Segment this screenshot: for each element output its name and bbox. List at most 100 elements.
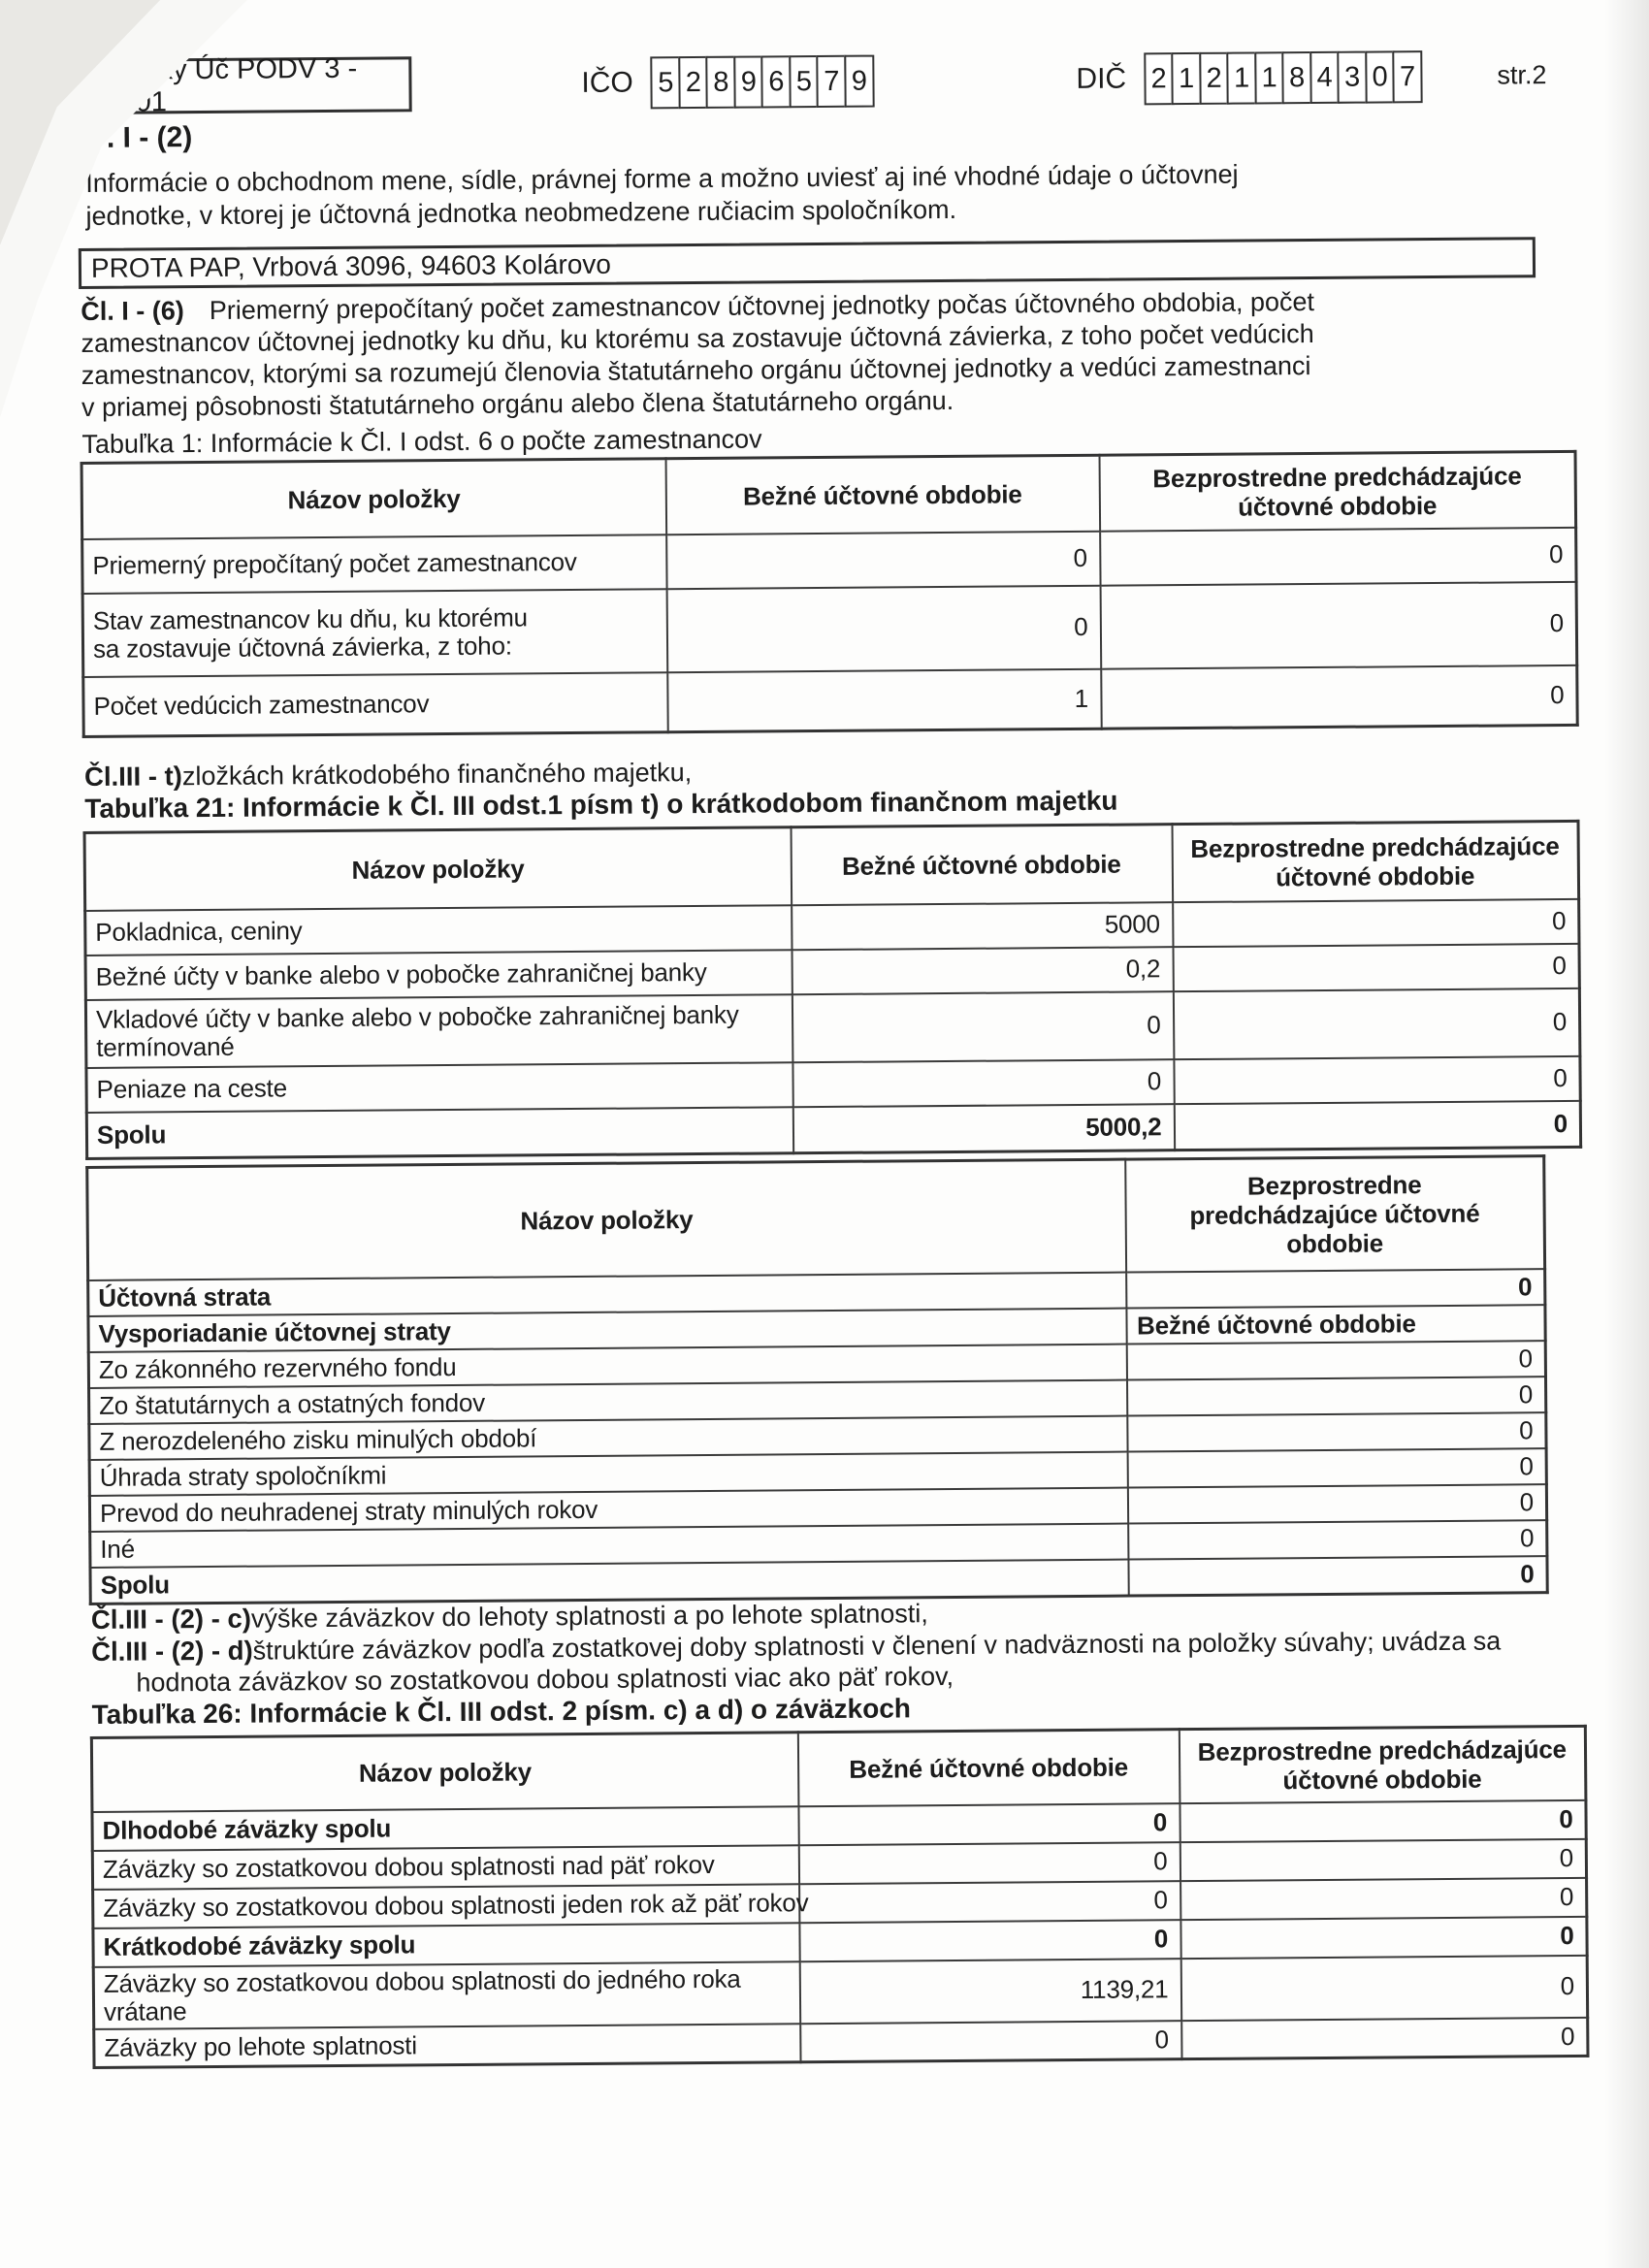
cl3-2c-rest: výške záväzkov do lehoty splatnosti a po…	[250, 1599, 928, 1634]
ico-digit-cell: 2	[678, 55, 709, 110]
column-header-name: Názov položky	[84, 826, 792, 911]
ico-digit-cell: 9	[733, 55, 764, 109]
dic-digit-cell: 7	[1392, 50, 1423, 104]
current-period-value: 1	[666, 668, 1102, 732]
column-header-name: Názov položky	[86, 1159, 1126, 1280]
dic-digit-cell: 1	[1171, 51, 1202, 106]
cl3-2d-bold: Čl.III - (2) - d)	[91, 1635, 253, 1667]
previous-period-value: 0	[1100, 664, 1578, 729]
current-period-value: 0	[799, 2020, 1182, 2062]
dic-digit-cells: 2 1 2 1 1 8 4 3 0 7	[1143, 50, 1423, 106]
current-period-value: 0	[665, 531, 1101, 589]
short-term-financial-assets-table: Názov položky Bežné účtovné obdobie Bezp…	[82, 819, 1583, 1160]
employees-table: Názov položky Bežné účtovné obdobie Bezp…	[80, 449, 1579, 738]
cl3-t-rest: zložkách krátkodobého finančného majetku…	[181, 758, 693, 792]
current-period-value: 0	[798, 1880, 1180, 1923]
company-name-box: PROTA PAP, Vrbová 3096, 94603 Kolárovo	[78, 237, 1536, 290]
previous-period-value: 0	[1179, 1799, 1587, 1842]
column-header-current: Bežné účtovné obdobie	[665, 455, 1100, 535]
dic-digit-cell: 3	[1337, 50, 1368, 104]
paragraph-cl1-6: Čl. I - (6) Priemerný prepočítaný počet z…	[81, 284, 1561, 424]
dic-label: DIČ	[1076, 62, 1127, 95]
row-label: Peniaze na ceste	[85, 1061, 793, 1113]
table-row: Počet vedúcich zamestnancov 1 0	[82, 664, 1578, 737]
table-header-row: Názov položky Bežné účtovné obdobie Bezp…	[81, 451, 1576, 539]
table-row: Záväzky so zostatkovou dobou splatnosti …	[93, 1955, 1588, 2029]
ico-digit-cell: 7	[816, 54, 848, 109]
ico-digit-cell: 9	[844, 54, 875, 108]
current-period-value: 0	[1126, 1376, 1546, 1416]
row-label: Priemerný prepočítaný počet zamestnancov	[81, 534, 667, 594]
liabilities-table: Názov položky Bežné účtovné obdobie Bezp…	[89, 1724, 1590, 2069]
dic-digit-cell: 2	[1143, 52, 1175, 106]
table-header-row: Názov položky Bezprostredne predchádzajú…	[86, 1155, 1545, 1280]
column-header-name: Názov položky	[81, 458, 666, 539]
previous-period-value: 0	[1099, 527, 1577, 586]
dic-digit-cell: 2	[1198, 51, 1230, 105]
row-label: Vkladové účty v banke alebo v pobočke za…	[85, 993, 792, 1068]
row-label: Záväzky so zostatkovou dobou splatnosti …	[92, 1883, 809, 1928]
table-row: Stav zamestnancov ku dňu, ku ktorému sa …	[82, 581, 1577, 677]
page-number: str.2	[1497, 60, 1547, 90]
table-header-row: Názov položky Bežné účtovné obdobie Bezp…	[84, 821, 1579, 911]
current-period-value: 0	[1126, 1411, 1547, 1452]
ico-digit-cell: 5	[650, 56, 682, 110]
current-period-value: 0	[798, 1841, 1180, 1884]
current-period-value: 0,2	[792, 946, 1174, 994]
current-period-value: 5000,2	[792, 1103, 1175, 1153]
previous-period-value: 0	[1174, 1100, 1581, 1150]
dic-digit-cell: 4	[1309, 50, 1341, 105]
row-label: Záväzky so zostatkovou dobou splatnosti …	[93, 1960, 800, 2029]
column-header-name: Názov položky	[91, 1732, 798, 1812]
row-label: Záväzky po lehote splatnosti	[93, 2023, 801, 2068]
current-period-value: 1139,21	[799, 1958, 1181, 2024]
current-period-subheader: Bežné účtovné obdobie	[1125, 1304, 1546, 1345]
cl3-t-bold: Čl.III - t)	[83, 761, 183, 792]
ico-digit-cell: 5	[789, 55, 820, 109]
dic-digit-cell: 8	[1281, 51, 1312, 105]
row-label: Krátkodobé záväzky spolu	[92, 1922, 800, 1967]
current-period-value: 0	[1127, 1519, 1547, 1560]
current-period-value: 0	[1127, 1555, 1548, 1596]
row-label: Pokladnica, ceniny	[84, 904, 792, 956]
previous-period-value: 0	[1173, 1055, 1581, 1104]
previous-period-value: 0	[1180, 2017, 1588, 2059]
column-header-previous: Bezprostredne predchádzajúce účtovné obd…	[1099, 451, 1576, 532]
current-period-value: 0	[792, 990, 1174, 1062]
loss-settlement-table: Názov položky Bezprostredne predchádzajú…	[85, 1154, 1549, 1605]
ico-label: IČO	[581, 66, 633, 99]
dic-group: DIČ 2 1 2 1 1 8 4 3 0 7	[1076, 50, 1423, 106]
current-period-value: 0	[1127, 1447, 1547, 1488]
row-label: Stav zamestnancov ku dňu, ku ktorému sa …	[82, 588, 667, 677]
section-heading-cl3-t: Čl.III - t)zložkách krátkodobého finančn…	[84, 757, 692, 793]
previous-period-value: 0	[1172, 943, 1580, 991]
table-row: Vkladové účty v banke alebo v pobočke za…	[85, 988, 1580, 1068]
ico-digit-cells: 5 2 8 9 6 5 7 9	[650, 54, 875, 110]
previous-period-value: 0	[1100, 581, 1577, 669]
row-label: Spolu	[89, 1559, 1129, 1604]
folded-corner-artifact	[0, 0, 272, 446]
dic-digit-cell: 1	[1253, 51, 1285, 105]
current-period-value: 0	[792, 1058, 1175, 1107]
previous-period-value: 0	[1180, 1916, 1588, 1959]
row-label: Spolu	[86, 1106, 793, 1159]
cl3-2d-continuation: hodnota záväzkov so zostatkovou dobou sp…	[136, 1661, 954, 1698]
ico-digit-cell: 6	[760, 55, 792, 109]
current-period-value: 0	[1127, 1483, 1547, 1524]
scan-edge-shadow	[1604, 0, 1649, 2268]
current-period-value: 0	[666, 585, 1101, 672]
column-header-current: Bežné účtovné obdobie	[797, 1729, 1180, 1806]
ico-digit-cell: 8	[705, 55, 737, 109]
column-header-previous: Bezprostredne predchádzajúce účtovné obd…	[1179, 1726, 1586, 1803]
column-header-previous: Bezprostredne predchádzajúce účtovné obd…	[1124, 1155, 1545, 1273]
previous-period-value: 0	[1125, 1268, 1545, 1309]
previous-period-value: 0	[1173, 988, 1580, 1059]
previous-period-value: 0	[1180, 1838, 1587, 1881]
row-label: Počet vedúcich zamestnancov	[82, 671, 668, 737]
paragraph-cl1-2: Informácie o obchodnom mene, sídle, práv…	[85, 159, 1239, 231]
section-heading-cl3-2c: Čl.III - (2) - c)výške záväzkov do lehot…	[91, 1598, 928, 1636]
current-period-value: 0	[1126, 1340, 1546, 1380]
row-label: Dlhodobé záväzky spolu	[91, 1805, 799, 1851]
ico-group: IČO 5 2 8 9 6 5 7 9	[581, 54, 875, 110]
